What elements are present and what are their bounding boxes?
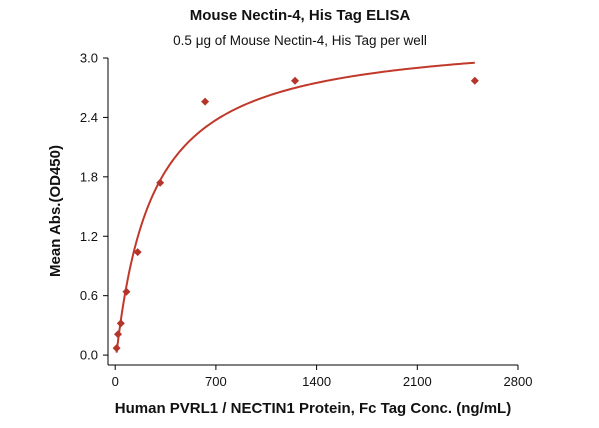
data-point: [122, 287, 131, 296]
x-tick-label: 2100: [403, 374, 432, 389]
x-tick-label: 0: [112, 374, 119, 389]
x-tick-label: 1400: [302, 374, 331, 389]
y-tick-label: 1.2: [80, 229, 98, 244]
data-point: [133, 248, 142, 257]
y-tick-label: 0.6: [80, 288, 98, 303]
y-axis-label: Mean Abs.(OD450): [47, 145, 64, 277]
fit-curve: [115, 61, 475, 353]
x-tick-label: 2800: [504, 374, 533, 389]
y-tick-label: 0.0: [80, 348, 98, 363]
chart-title: Mouse Nectin-4, His Tag ELISA: [190, 7, 411, 24]
x-tick-label: 700: [205, 374, 227, 389]
data-point: [470, 76, 479, 85]
x-axis-label: Human PVRL1 / NECTIN1 Protein, Fc Tag Co…: [115, 400, 511, 417]
data-points: [112, 76, 479, 353]
y-ticks: 0.0 0.6 1.2 1.8 2.4 3.0: [80, 51, 108, 363]
data-point: [291, 76, 300, 85]
data-point: [114, 330, 123, 339]
x-ticks: 0 700 1400 2100 2800: [112, 365, 533, 389]
data-point: [156, 178, 165, 187]
y-axis: 0.0 0.6 1.2 1.8 2.4 3.0: [80, 51, 109, 365]
data-point: [112, 344, 121, 353]
data-point: [201, 97, 210, 106]
y-tick-label: 3.0: [80, 51, 98, 66]
y-tick-label: 2.4: [80, 110, 98, 125]
y-tick-label: 1.8: [80, 169, 98, 184]
x-axis: 0 700 1400 2100 2800: [108, 364, 533, 389]
chart-subtitle: 0.5 μg of Mouse Nectin-4, His Tag per we…: [173, 33, 427, 48]
data-point: [116, 319, 125, 328]
